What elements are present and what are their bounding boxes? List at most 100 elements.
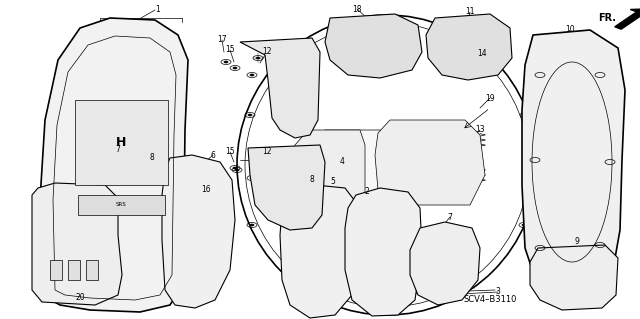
Circle shape (308, 147, 312, 149)
Polygon shape (522, 30, 625, 292)
Text: SCV4–B3110: SCV4–B3110 (463, 295, 516, 305)
Polygon shape (325, 14, 422, 78)
Circle shape (460, 174, 464, 176)
Text: 15: 15 (225, 147, 235, 157)
Circle shape (250, 224, 254, 226)
Text: 6: 6 (211, 151, 216, 160)
Circle shape (535, 169, 539, 171)
Polygon shape (86, 260, 98, 280)
Polygon shape (280, 185, 360, 318)
Polygon shape (530, 245, 618, 310)
Polygon shape (32, 183, 122, 305)
Text: 13: 13 (475, 125, 485, 135)
Polygon shape (78, 195, 165, 215)
Text: 18: 18 (352, 4, 362, 13)
Polygon shape (308, 130, 475, 200)
Circle shape (523, 114, 527, 116)
Circle shape (388, 154, 392, 156)
Circle shape (310, 279, 314, 281)
Text: 11: 11 (465, 8, 475, 17)
Text: 1: 1 (156, 5, 161, 14)
Text: 4: 4 (340, 158, 344, 167)
Circle shape (433, 139, 437, 141)
Circle shape (248, 114, 252, 116)
Circle shape (388, 177, 392, 179)
Circle shape (522, 224, 526, 226)
Text: 8: 8 (310, 175, 314, 184)
Circle shape (173, 284, 177, 286)
Circle shape (466, 279, 470, 281)
Circle shape (250, 74, 254, 76)
Circle shape (293, 51, 297, 53)
Circle shape (256, 57, 260, 59)
Circle shape (316, 161, 320, 163)
Polygon shape (240, 38, 320, 138)
Text: 20: 20 (75, 293, 85, 302)
Polygon shape (426, 14, 512, 80)
Circle shape (250, 177, 254, 179)
Circle shape (388, 132, 392, 134)
Polygon shape (75, 100, 168, 185)
Circle shape (306, 214, 310, 216)
Text: 2: 2 (365, 188, 369, 197)
Circle shape (588, 267, 592, 269)
Text: 7: 7 (116, 145, 120, 154)
Polygon shape (248, 145, 325, 230)
Polygon shape (40, 18, 188, 312)
Polygon shape (375, 120, 485, 205)
Circle shape (233, 67, 237, 69)
Circle shape (466, 54, 470, 56)
Circle shape (343, 164, 347, 166)
Circle shape (443, 231, 447, 233)
Circle shape (273, 211, 277, 213)
Circle shape (235, 169, 239, 171)
Text: H: H (116, 136, 126, 149)
Text: 10: 10 (565, 26, 575, 34)
Text: SRS: SRS (116, 203, 126, 207)
Circle shape (276, 109, 280, 111)
Text: 9: 9 (575, 238, 579, 247)
Circle shape (207, 209, 212, 211)
Circle shape (308, 181, 312, 183)
Circle shape (310, 57, 314, 59)
Polygon shape (345, 188, 422, 316)
Circle shape (260, 157, 264, 159)
Circle shape (372, 43, 378, 47)
Circle shape (550, 267, 554, 269)
Circle shape (233, 167, 237, 169)
Circle shape (306, 187, 310, 189)
Text: 5: 5 (331, 177, 335, 187)
Circle shape (68, 294, 72, 296)
Polygon shape (162, 155, 235, 308)
Text: 7: 7 (447, 212, 452, 221)
Circle shape (433, 184, 437, 186)
Polygon shape (50, 260, 62, 280)
FancyArrow shape (615, 9, 640, 29)
Circle shape (388, 199, 392, 201)
Polygon shape (68, 260, 80, 280)
Circle shape (433, 162, 437, 164)
Text: 12: 12 (262, 147, 272, 157)
Circle shape (298, 154, 302, 156)
Circle shape (388, 23, 392, 25)
Circle shape (182, 209, 188, 211)
Text: 14: 14 (477, 48, 487, 57)
Circle shape (224, 61, 228, 63)
Text: FR.: FR. (598, 13, 616, 23)
Circle shape (273, 184, 277, 186)
Text: 15: 15 (225, 46, 235, 55)
Text: 16: 16 (201, 186, 211, 195)
Circle shape (343, 139, 347, 141)
Circle shape (196, 167, 200, 169)
Circle shape (303, 87, 307, 89)
Text: 3: 3 (495, 287, 500, 296)
Polygon shape (292, 130, 365, 200)
Circle shape (308, 164, 312, 166)
Text: 8: 8 (150, 152, 154, 161)
Text: 19: 19 (485, 93, 495, 102)
Circle shape (343, 189, 347, 191)
Circle shape (202, 244, 207, 246)
Circle shape (278, 84, 282, 86)
Circle shape (306, 111, 310, 113)
Circle shape (308, 54, 312, 56)
